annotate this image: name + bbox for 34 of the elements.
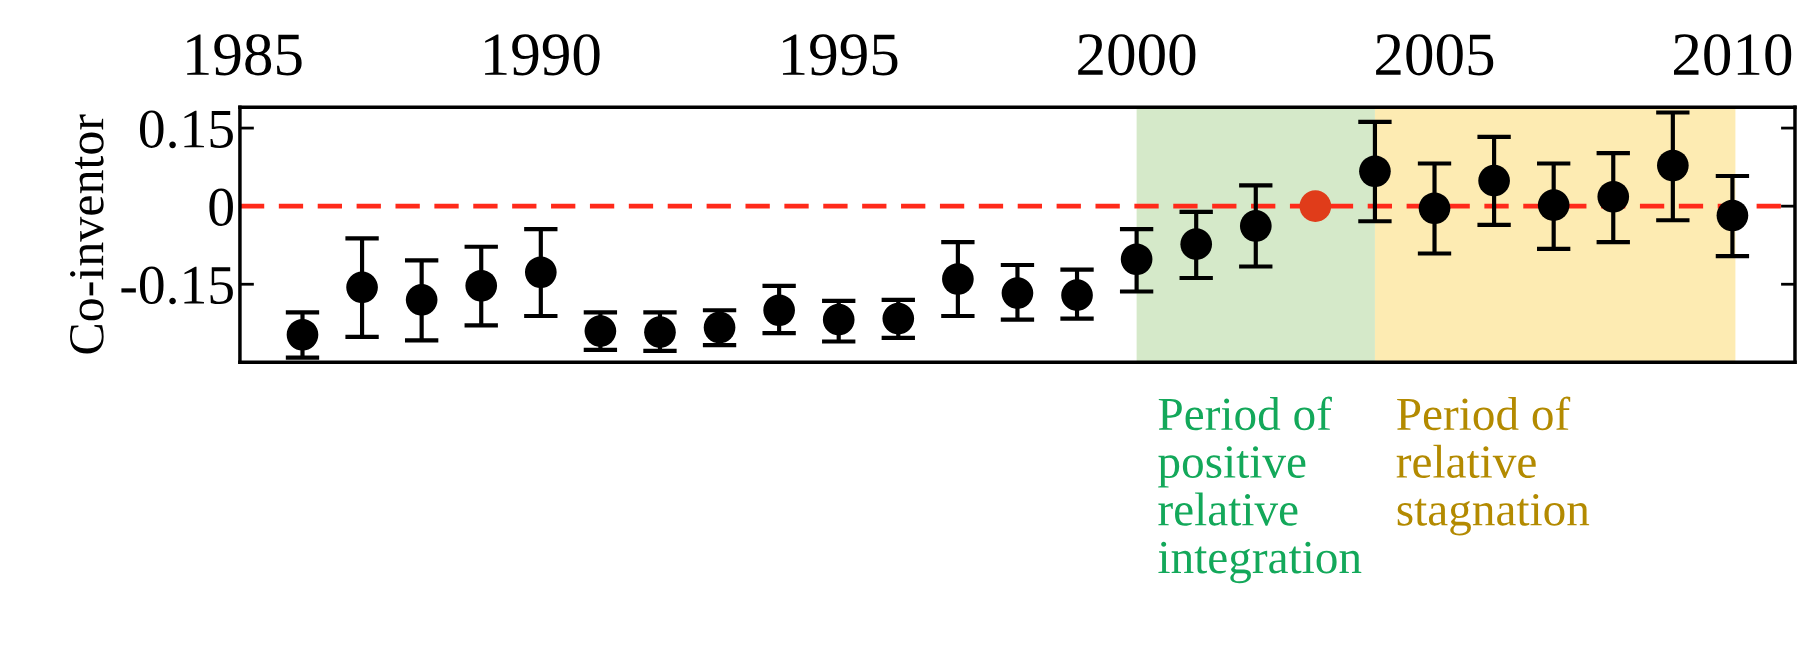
point	[405, 284, 438, 316]
point	[822, 303, 855, 336]
point	[1597, 180, 1630, 213]
point	[1657, 149, 1689, 182]
x-tick-label: 2000	[1078, 34, 1196, 76]
x-tick-label: 1990	[485, 34, 600, 76]
point	[346, 271, 378, 304]
point	[644, 316, 676, 348]
x-tick-label: 2005	[1376, 34, 1494, 76]
y-tick-label: 0	[209, 188, 233, 226]
point	[1239, 210, 1272, 242]
point	[286, 318, 319, 351]
x-tick-label: 1995	[782, 34, 898, 76]
y-tick-label: 0.15	[139, 110, 233, 149]
y-axis-title: Co-inventor	[70, 114, 104, 354]
x-tick-label: 1985	[187, 34, 302, 76]
point	[524, 256, 557, 289]
x-tick-label: 2010	[1673, 34, 1792, 76]
point	[1299, 190, 1332, 222]
point	[1001, 277, 1034, 309]
point	[1716, 199, 1749, 232]
band-label: Period of relative stagnation	[1396, 396, 1590, 536]
point	[1061, 279, 1093, 311]
point	[465, 269, 498, 302]
point	[1478, 164, 1510, 197]
point	[1120, 243, 1153, 276]
y-tick-label: -0.15	[121, 266, 233, 305]
point	[1180, 228, 1213, 260]
point	[1418, 192, 1451, 225]
point	[1359, 155, 1391, 188]
band-label: Period of positive relative integration	[1158, 396, 1362, 584]
point	[942, 263, 974, 295]
point	[1537, 189, 1570, 221]
point	[763, 294, 795, 327]
